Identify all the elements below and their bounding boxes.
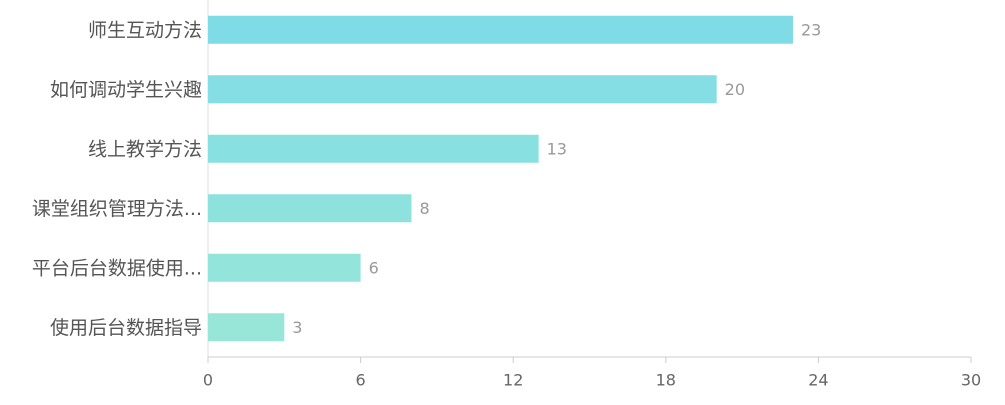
value-label: 3 — [292, 318, 302, 337]
value-label: 13 — [547, 139, 567, 158]
y-tick-label: 师生互动方法 — [88, 19, 202, 41]
bar — [208, 253, 361, 282]
value-label: 23 — [801, 20, 821, 39]
x-tick-label: 24 — [808, 371, 828, 390]
x-tick-label: 18 — [656, 371, 676, 390]
x-tick-label: 6 — [356, 371, 366, 390]
y-tick-label: 线上教学方法 — [88, 138, 202, 160]
y-tick-label: 课堂组织管理方法... — [32, 198, 202, 220]
y-tick-label: 平台后台数据使用... — [32, 257, 202, 279]
bar — [208, 313, 285, 342]
x-tick-label: 12 — [503, 371, 523, 390]
value-label: 6 — [369, 258, 379, 277]
value-label: 8 — [419, 199, 429, 218]
bar — [208, 75, 717, 104]
bar — [208, 194, 412, 223]
value-label: 20 — [725, 80, 745, 99]
y-tick-label: 如何调动学生兴趣 — [50, 79, 202, 101]
x-tick-label: 30 — [961, 371, 981, 390]
x-tick-label: 0 — [203, 371, 213, 390]
y-tick-label: 使用后台数据指导 — [50, 317, 202, 339]
bar — [208, 15, 793, 44]
bar — [208, 134, 539, 163]
